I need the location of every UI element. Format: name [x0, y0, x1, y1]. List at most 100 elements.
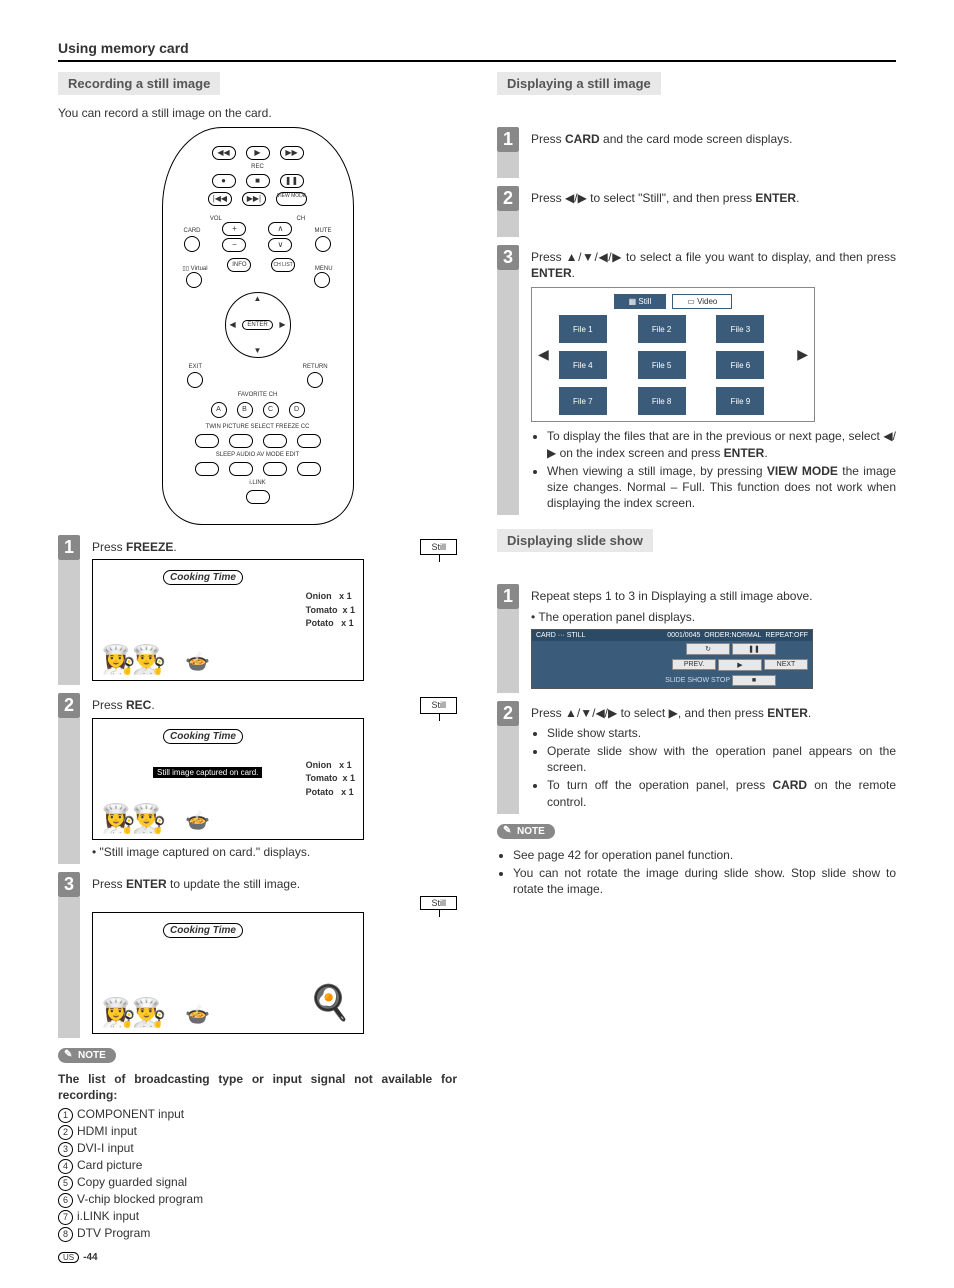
circled-4: 4 — [58, 1159, 73, 1174]
mute-label: MUTE — [314, 228, 331, 234]
ilink-label: i.LINK — [173, 480, 343, 486]
file-cell: File 2 — [638, 315, 686, 343]
note-title: The list of broadcasting type or input s… — [58, 1071, 457, 1103]
d1-text: Press CARD and the card mode screen disp… — [531, 131, 896, 147]
step-num: 3 — [497, 245, 519, 270]
circled-7: 7 — [58, 1210, 73, 1225]
chlist-btn: CH LIST — [271, 258, 295, 272]
lr-arrows-icon: ◀/▶ — [565, 191, 587, 205]
ing-0: Onion — [306, 591, 332, 601]
enter-btn: ENTER — [242, 320, 272, 330]
stop-icon: ■ — [246, 174, 270, 188]
bottom-note-1: You can not rotate the image during slid… — [513, 865, 896, 897]
circled-6: 6 — [58, 1193, 73, 1208]
next-track-icon: ▶▶| — [242, 192, 266, 206]
right-extra-btn-icon — [314, 272, 330, 288]
file-cell: File 8 — [638, 387, 686, 415]
step-num: 1 — [58, 535, 80, 560]
bottom-notes: See page 42 for operation panel function… — [497, 847, 896, 898]
ing-0b: Onion — [306, 760, 332, 770]
note-tag-left: NOTE — [58, 1048, 116, 1063]
nav-pad: ▲ ▼ ◀ ▶ ENTER — [225, 292, 291, 358]
step-num: 2 — [497, 701, 519, 726]
op-stop-label: SLIDE SHOW STOP — [665, 677, 730, 684]
op-pause-icon: ❚❚ — [732, 643, 776, 655]
note-item-2: DVI-I input — [77, 1141, 134, 1155]
ing-q2: x 1 — [341, 618, 354, 628]
chefs-icon: 👩‍🍳👨‍🍳 — [101, 643, 163, 676]
file-cell: File 5 — [638, 351, 686, 379]
s1-text: Repeat steps 1 to 3 in Displaying a stil… — [531, 588, 896, 604]
return-label: RETURN — [303, 364, 328, 370]
file-grid: File 1 File 2 File 3 File 4 File 5 File … — [559, 315, 787, 415]
note-item-1: HDMI input — [77, 1124, 137, 1138]
ingredients-2: Onion x 1 Tomato x 1 Potato x 1 — [306, 759, 355, 800]
select-btn-icon — [229, 434, 253, 448]
still-tag-2: Still — [420, 697, 457, 713]
fav-b-btn: B — [237, 402, 253, 418]
still-tag-1: Still — [420, 539, 457, 555]
recording-intro: You can record a still image on the card… — [58, 105, 457, 121]
step3-text-b: to update the still image. — [167, 877, 300, 891]
step3-key: ENTER — [126, 877, 167, 891]
d1-bold: CARD — [565, 132, 600, 146]
twin-btn-icon — [195, 434, 219, 448]
ing-1: Tomato — [306, 605, 338, 615]
circled-1: 1 — [58, 1108, 73, 1123]
exit-btn-icon — [187, 372, 203, 388]
note-item-0: COMPONENT input — [77, 1107, 184, 1121]
nav-left-icon: ◀ — [230, 321, 236, 329]
rewind-icon: ◀◀ — [212, 146, 236, 160]
op-prev: PREV. — [672, 659, 716, 670]
step-num: 2 — [497, 186, 519, 211]
ing-q0: x 1 — [339, 591, 352, 601]
d3-notes: To display the files that are in the pre… — [531, 428, 896, 511]
tab-still: ▦ Still — [614, 294, 667, 309]
heading-recording: Recording a still image — [58, 72, 220, 95]
ch-up-icon: ∧ — [268, 222, 292, 236]
pot-icon-2: 🍲 — [185, 808, 210, 833]
view-mode-btn: VIEW MODE — [276, 192, 307, 206]
chefs-icon-3: 👩‍🍳👨‍🍳 — [101, 996, 163, 1029]
slide-step-1: 1 Repeat steps 1 to 3 in Displaying a st… — [497, 584, 896, 692]
tv-screen-2: Cooking Time Still image captured on car… — [92, 718, 364, 840]
d2-text: Press ◀/▶ to select "Still", and then pr… — [531, 190, 896, 206]
file-cell: File 9 — [716, 387, 764, 415]
page-number: US-44 — [58, 1252, 896, 1263]
cc-btn-icon — [297, 434, 321, 448]
fav-label: FAVORITE CH — [173, 392, 343, 398]
all-arrows-icon-2: ▲/▼/◀/▶ — [565, 706, 617, 720]
card-btn-icon — [184, 236, 200, 252]
op-order: ORDER:NORMAL — [704, 632, 761, 639]
ff-icon: ▶▶ — [280, 146, 304, 160]
d3-note-0: To display the files that are in the pre… — [547, 428, 896, 460]
step2-caption: • "Still image captured on card." displa… — [92, 844, 457, 860]
rec-step-1: 1 Press FREEZE. Still Cooking Time Onion… — [58, 535, 457, 685]
sleep-btn-icon — [195, 462, 219, 476]
step2-text-b: . — [151, 698, 154, 712]
fav-c-btn: C — [263, 402, 279, 418]
all-arrows-icon: ▲/▼/◀/▶ — [566, 250, 622, 264]
step1-text-b: . — [173, 540, 176, 554]
note-item-7: DTV Program — [77, 1226, 150, 1240]
prev-track-icon: |◀◀ — [208, 192, 232, 206]
bottom-note-0: See page 42 for operation panel function… — [513, 847, 896, 863]
s2-note-1: Operate slide show with the operation pa… — [547, 743, 896, 775]
s2-notes: Slide show starts. Operate slide show wi… — [531, 725, 896, 810]
page-num-val: -44 — [83, 1252, 97, 1263]
rec-step-2: 2 Press REC. Still Cooking Time Still im… — [58, 693, 457, 863]
still-tag-3: Still — [420, 896, 457, 910]
nav-up-icon: ▲ — [254, 295, 262, 303]
note-item-3: Card picture — [77, 1158, 142, 1172]
note-item-6: i.LINK input — [77, 1209, 139, 1223]
left-column: Recording a still image You can record a… — [58, 72, 457, 1244]
left-extra-btn-icon — [186, 272, 202, 288]
s2-note-2: To turn off the operation panel, press C… — [547, 777, 896, 809]
file-cell: File 1 — [559, 315, 607, 343]
ilink-btn-icon — [246, 490, 270, 504]
rec-step-3: 3 Press ENTER to update the still image.… — [58, 872, 457, 1038]
file-index-screen: ◀ ▦ Still ▭ Video File 1 File 2 File 3 F… — [531, 287, 815, 422]
ing-2b: Potato — [306, 787, 334, 797]
vol-up-icon: + — [222, 222, 246, 236]
cooking-label: Cooking Time — [163, 570, 243, 585]
